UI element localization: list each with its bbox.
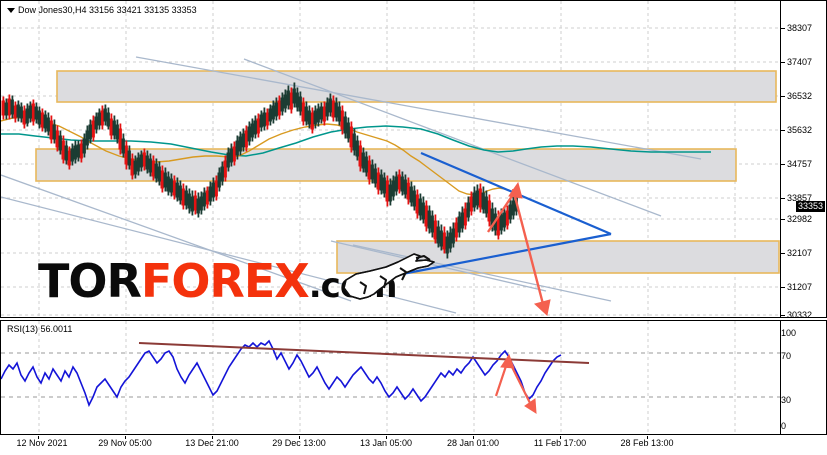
price-y-axis[interactable]: 38307 37407 36532 35632 34757 33857 3298… [780,1,826,320]
price-arrow-down-head [533,299,551,316]
rsi-tick: 30 [781,396,791,405]
y-tick-label: 31207 [787,282,813,293]
rsi-arrow-down-shaft [508,360,532,406]
rsi-tick-label: 100 [781,328,797,339]
rsi-arrow-down-head [524,398,537,414]
rsi-indicator-panel[interactable]: 100 70 30 0 RSI(13) 56.0011 [0,320,827,435]
rsi-arrow-up-shaft [494,362,509,397]
rsi-tick-label: 0 [781,421,787,432]
y-tick: 33857 [781,194,812,203]
x-tick-label: 29 Dec 13:00 [272,438,326,448]
wedge-lower-line [396,232,612,277]
chart-header-text: Dow Jones30,H4 33156 33421 33135 33353 [18,5,197,15]
y-tick-label: 36532 [787,91,813,102]
rsi-forecast-arrows [494,353,537,414]
trendline-4 [1,196,457,314]
y-tick: 38307 [781,24,812,33]
trendlines-gray [1,56,702,314]
trendline-1 [135,56,702,160]
y-tick: 36532 [781,92,812,101]
x-tick-label: 13 Dec 21:00 [185,438,239,448]
rsi-level-lines [1,352,780,398]
x-tick-label: 12 Nov 2021 [16,438,68,448]
supply-zone-upper [56,70,777,103]
rsi-tick: 70 [781,352,791,361]
rsi-trendline [138,342,590,364]
y-tick: 37407 [781,58,812,67]
y-tick: 32107 [781,249,812,258]
y-tick-label: 33857 [787,193,813,204]
candles-bull [4,82,518,259]
rsi-plot-area[interactable] [1,321,780,434]
x-axis[interactable]: 12 Nov 2021 29 Nov 05:00 13 Dec 21:00 29… [0,436,827,455]
price-plot-area[interactable] [1,1,780,317]
y-tick-label: 38307 [787,23,813,34]
trendline-3 [1,174,352,302]
candles-bear [1,87,509,254]
chart-header: Dow Jones30,H4 33156 33421 33135 33353 [7,5,197,15]
price-arrow-up-shaft [487,192,515,233]
rsi-gridlines-vertical [38,321,736,434]
bull-logo-icon [330,252,442,304]
rsi-chart-svg [1,321,780,434]
rsi-line [1,339,562,408]
x-tick-label: 13 Jan 05:00 [359,438,413,448]
forecast-arrows [487,181,551,316]
rsi-tick-label: 70 [781,351,792,362]
y-tick: 31207 [781,283,812,292]
rsi-tick: 100 [781,329,796,338]
x-tick-label: 29 Nov 05:00 [98,438,152,448]
y-tick-label: 32107 [787,248,813,259]
y-tick: 34757 [781,160,812,169]
y-tick: 30332 [781,311,812,320]
rsi-tick-label: 30 [781,395,792,406]
y-tick: 32982 [781,215,812,224]
ma-orange-line [1,116,518,196]
y-tick-label: 30332 [787,310,813,321]
y-tick-label: 37407 [787,57,813,68]
candlestick-series [1,82,518,259]
y-tick-label: 32982 [787,214,813,225]
x-tick-label: 28 Jan 01:00 [446,438,500,448]
price-arrow-down-shaft [511,188,545,305]
current-price-tag: 33353 [795,201,825,212]
rsi-tick: 0 [781,422,786,431]
price-chart-svg [1,1,780,317]
y-tick-label: 34757 [787,159,813,170]
chevron-down-icon[interactable] [7,8,15,14]
rsi-header: RSI(13) 56.0011 [7,324,73,334]
x-tick-label: 11 Feb 17:00 [533,438,587,448]
x-tick-label: 28 Feb 13:00 [620,438,674,448]
trendline-6 [352,244,612,302]
y-tick-label: 35632 [787,125,813,136]
rsi-y-axis[interactable]: 100 70 30 0 [780,321,826,434]
y-tick: 35632 [781,126,812,135]
trendline-2 [243,58,662,217]
